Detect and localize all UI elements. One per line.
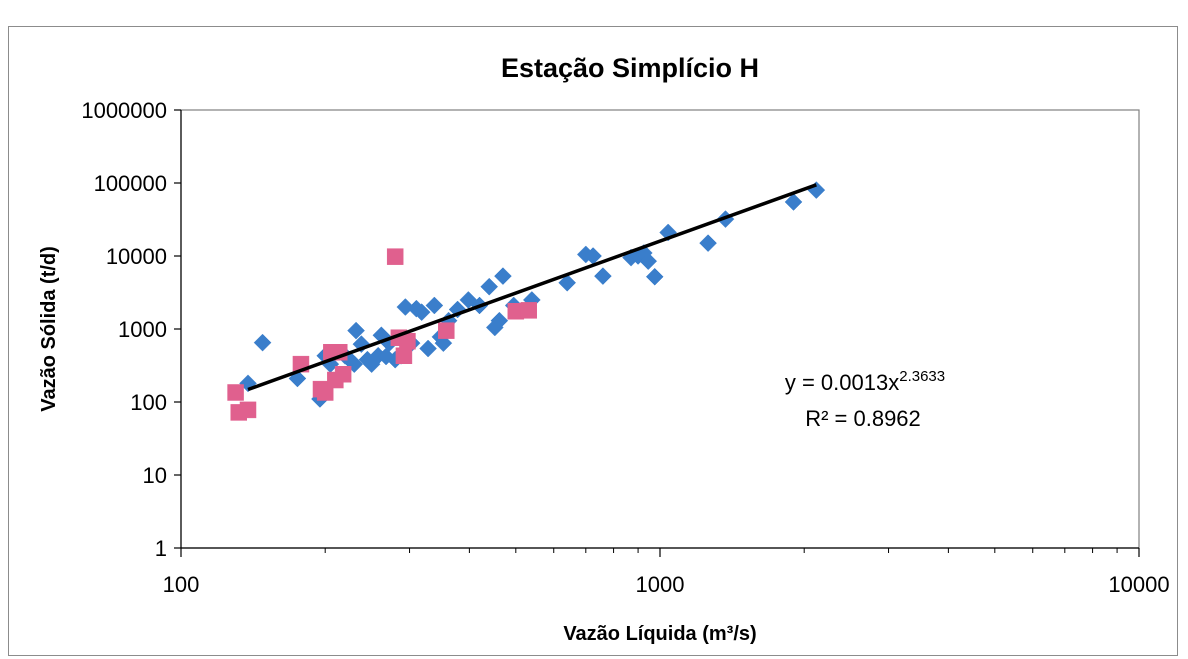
x-tick-label: 100 — [163, 572, 200, 597]
data-point-diamond — [253, 333, 272, 352]
data-point-diamond — [558, 273, 577, 292]
data-point-diamond — [699, 234, 717, 252]
data-point-diamond — [784, 193, 803, 211]
data-point-diamond — [434, 334, 453, 353]
data-point-diamond — [807, 181, 826, 199]
chart-title: Estação Simplício H — [501, 53, 759, 83]
equation-exponent: 2.3633 — [899, 368, 945, 385]
data-point-diamond — [419, 339, 437, 358]
data-points — [227, 181, 826, 421]
data-point-diamond — [480, 277, 499, 296]
x-tick-label: 10000 — [1108, 572, 1169, 597]
data-point-square — [239, 401, 257, 419]
x-axis-title: Vazão Líquida (m³/s) — [563, 623, 756, 645]
equation-text: y = 0.0013x — [785, 370, 899, 395]
data-point-diamond — [639, 252, 658, 271]
y-tick-label: 1000 — [118, 317, 167, 342]
x-tick-label: 1000 — [636, 572, 685, 597]
data-point-diamond — [490, 311, 509, 330]
data-point-square — [395, 347, 413, 365]
data-point-diamond — [396, 298, 415, 316]
data-point-square — [316, 384, 334, 401]
data-point-square — [520, 302, 537, 319]
data-point-diamond — [494, 267, 512, 285]
plot-area — [180, 109, 1140, 549]
trendline-layer — [247, 183, 817, 392]
y-axis-title: Vazão Sólida (t/d) — [38, 246, 60, 412]
y-tick-label: 10 — [143, 463, 167, 488]
data-point-square — [438, 322, 455, 339]
chart-frame — [8, 26, 1178, 656]
y-tick-label: 100 — [130, 390, 167, 415]
trend-equation: y = 0.0013x2.3633 — [785, 368, 945, 395]
y-tick-label: 1000000 — [81, 98, 167, 123]
y-axis: 1 10 100 1000 10000 100000 1000000 — [81, 98, 182, 561]
data-point-diamond — [347, 321, 365, 340]
y-tick-label: 10000 — [106, 244, 167, 269]
x-axis: 100 1000 10000 — [163, 547, 1170, 597]
data-point-diamond — [425, 296, 444, 315]
data-point-diamond — [645, 267, 664, 286]
data-point-square — [386, 248, 404, 265]
r-squared-label: R² = 0.8962 — [805, 406, 921, 431]
y-tick-label: 100000 — [94, 171, 167, 196]
data-point-square — [334, 365, 352, 383]
trendline — [247, 183, 817, 392]
y-tick-label: 1 — [155, 536, 167, 561]
data-point-square — [227, 384, 244, 401]
data-point-diamond — [594, 267, 612, 285]
data-point-diamond — [412, 303, 431, 322]
